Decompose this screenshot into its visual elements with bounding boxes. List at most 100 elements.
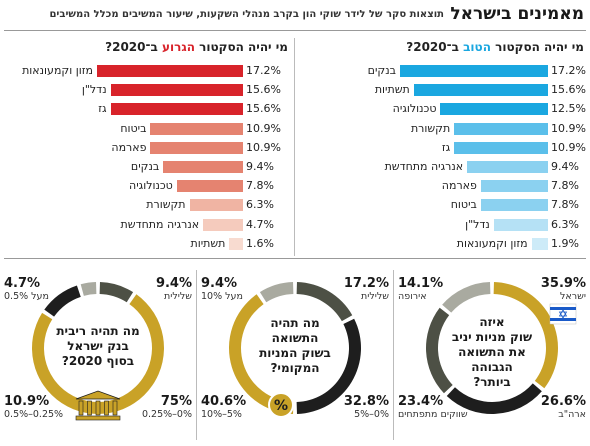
- bar-row: [400, 159, 548, 175]
- donut-segment-percent: 35.9%: [540, 276, 586, 291]
- donut-segment-label: 9.4% שלילית: [156, 276, 192, 302]
- israel-flag-icon: [549, 303, 577, 325]
- header-divider: [4, 30, 586, 31]
- donut-segment-label: 17.2% שלילית: [344, 276, 389, 302]
- bar: [413, 84, 548, 97]
- donut-segment-percent: 9.4%: [201, 276, 238, 291]
- donut-question-line: התשואה: [271, 331, 319, 345]
- donut-question-line: בסוף 2020?: [61, 353, 135, 368]
- bar-category-label: ביטוח: [120, 121, 147, 135]
- donut-segment-label: 32.8% 0%–5%: [344, 394, 389, 420]
- bar-value-label: 17.2%: [246, 64, 281, 77]
- bar-value-label: 15.6%: [551, 83, 586, 97]
- donut-segment-label: 26.6% ארה"ב: [541, 394, 586, 420]
- page-subtitle: תוצאות סקר של לידר שוקי הון בקרב מנהלי ה…: [49, 9, 444, 20]
- bar-category-label: פארמה: [111, 140, 147, 154]
- bar-value-label: 6.3%: [246, 198, 274, 212]
- donut-question-line: בשוק המניות: [259, 346, 331, 360]
- bar-category-label: תשתיות: [374, 83, 410, 97]
- donut-question-line: איזה: [479, 314, 505, 329]
- donut-segment-label: 9.4% מעל 10%: [201, 276, 243, 302]
- bar-category-label: תקשורת: [146, 198, 186, 212]
- section-divider: [4, 258, 586, 259]
- bar-row: [400, 197, 548, 213]
- donut-segment: [493, 282, 558, 389]
- panel-divider: [294, 38, 295, 256]
- bar: [110, 84, 243, 97]
- bar-category-label: בנקים: [367, 64, 396, 77]
- bar-row: [96, 178, 243, 194]
- bar-value-label: 9.4%: [551, 160, 579, 173]
- bank-building-icon: [75, 390, 121, 421]
- donut-segment-name: שלילית: [360, 291, 389, 302]
- donut-divider-right: [393, 270, 394, 440]
- bar: [531, 237, 548, 250]
- donut-segment: [296, 318, 361, 414]
- donut-segment-percent: 10.9%: [4, 394, 50, 409]
- bar-row: [96, 121, 243, 137]
- donut-question-line: ביותר?: [473, 374, 511, 389]
- bar-value-label: 17.2%: [551, 64, 586, 77]
- donut-segment-name: מעל 0.5%: [4, 291, 49, 302]
- donut-segment: [446, 383, 542, 414]
- donut-segment: [80, 282, 97, 296]
- bar-value-label: 15.6%: [246, 83, 281, 97]
- bar: [454, 141, 548, 154]
- local-return-donut: % מה תהיה התשואה בשוק המניות המקומי? 17.2% שלי…: [197, 266, 393, 446]
- bar-category-label: טכנולוגיה: [129, 179, 173, 193]
- donut-segment-label: 75% 0%–0.25%: [142, 394, 192, 420]
- donut-segment-percent: 17.2%: [343, 276, 389, 291]
- donut-segment-percent: 14.1%: [398, 276, 444, 291]
- donut-segment-percent: 4.7%: [4, 276, 41, 291]
- donut-segment: [229, 294, 294, 414]
- donut-segment-name: 0%–5%: [354, 409, 389, 420]
- bar: [150, 122, 243, 135]
- bar-category-label: אנרגיה מתחדשת: [384, 160, 464, 173]
- bar-category-label: גז: [441, 140, 451, 154]
- bar: [110, 103, 243, 116]
- percent-symbol: %: [274, 398, 288, 414]
- interest-rate-donut: מה תהיה ריבית בנק ישראל בסוף 2020? 9.4% שליל…: [0, 266, 196, 446]
- donut-question-line: המקומי?: [270, 361, 320, 375]
- bar-category-label: פארמה: [441, 179, 477, 193]
- bar-row: [96, 101, 243, 117]
- donut-divider-left: [196, 270, 197, 440]
- bar-row: [400, 217, 548, 233]
- donut-segment-percent: 23.4%: [398, 394, 444, 409]
- bar-value-label: 9.4%: [246, 160, 274, 173]
- donut-segment: [259, 282, 294, 303]
- bar-row: [400, 140, 548, 156]
- bar-row: [400, 178, 548, 194]
- donut-question-line: בנק ישראל: [67, 338, 129, 353]
- page-title: מאמינים בישראל: [450, 4, 584, 24]
- donut-question-line: את התשואה: [458, 344, 526, 359]
- bar-category-label: מזון וקמעונאות: [456, 236, 528, 250]
- percent-icon: %: [268, 392, 294, 418]
- bar-row: [96, 63, 243, 79]
- donut-segment-percent: 26.6%: [540, 394, 586, 409]
- bar-row: [96, 217, 243, 233]
- bar-row: [96, 159, 243, 175]
- bar-row: [400, 82, 548, 98]
- donut-question-line: הגבוהה: [471, 359, 513, 374]
- donut-segment-label: 4.7% מעל 0.5%: [4, 276, 49, 302]
- bar-row: [400, 236, 548, 252]
- bar: [440, 103, 548, 116]
- best-sector-title: מי יהיה הסקטור הטוב ב־2020?: [406, 40, 584, 54]
- donut-question-line: שוק מניות יניב: [451, 329, 533, 344]
- donut-segment-name: מעל 10%: [201, 291, 243, 302]
- donut-svg: [426, 282, 577, 414]
- donut-segment: [99, 282, 134, 303]
- donut-question: מה תהיה התשואה בשוק המניות המקומי?: [247, 316, 343, 376]
- bar-row: [400, 121, 548, 137]
- header: מאמינים בישראל תוצאות סקר של לידר שוקי ה…: [0, 0, 590, 30]
- bar: [480, 180, 548, 193]
- bar-value-label: 1.6%: [246, 236, 274, 250]
- donut-segment: [296, 282, 353, 322]
- bar: [229, 237, 243, 250]
- donut-segment-percent: 9.4%: [155, 276, 192, 291]
- donut-segment-label: 23.4% שווקים מתפתחים: [398, 394, 468, 420]
- donut-question: מה תהיה ריבית בנק ישראל בסוף 2020?: [50, 324, 146, 369]
- bar-value-label: 10.9%: [246, 140, 281, 154]
